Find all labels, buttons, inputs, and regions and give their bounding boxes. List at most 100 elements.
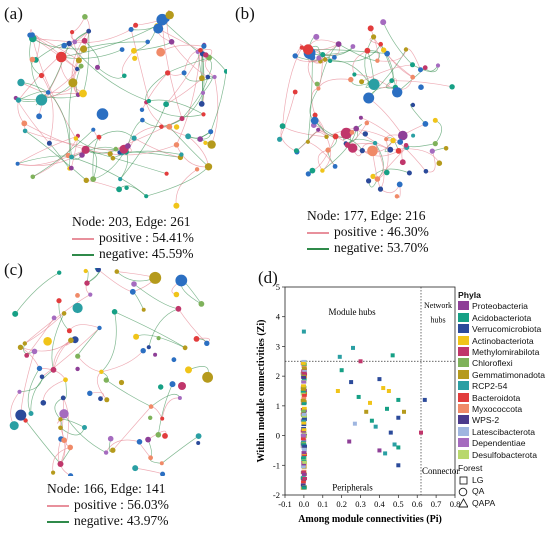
network-node — [96, 108, 109, 120]
network-node — [80, 45, 88, 53]
network-node — [72, 302, 83, 314]
network-node — [149, 271, 162, 284]
network-node — [29, 56, 36, 63]
network-node — [22, 128, 28, 134]
negative-edge-swatch — [47, 520, 69, 523]
network-node — [133, 333, 140, 340]
network-node — [316, 55, 322, 61]
network-node — [410, 62, 415, 68]
phyla-legend: Phyla Proteobacteria Acidobacteriota Verru… — [458, 290, 545, 509]
positive-edge — [282, 47, 303, 127]
network-node — [17, 344, 24, 350]
network-node — [387, 146, 394, 153]
node-edge-count: Node: 177, Edge: 216 — [307, 208, 426, 223]
negative-edge — [106, 379, 152, 407]
phyla-legend-item: Bacteroidota — [458, 392, 545, 404]
network-node — [350, 44, 356, 49]
positive-edge — [110, 144, 177, 156]
forest-label: QA — [472, 486, 485, 497]
network-node — [28, 411, 34, 416]
network-node — [443, 146, 449, 151]
data-point — [368, 400, 372, 405]
network-node — [119, 47, 125, 52]
positive-edge — [41, 327, 100, 378]
network-node — [299, 45, 305, 50]
network-node — [145, 436, 152, 443]
negative-edge — [97, 67, 125, 79]
positive-edge — [318, 78, 351, 89]
data-point — [301, 384, 306, 388]
network-node — [75, 293, 80, 298]
data-point — [301, 359, 307, 363]
positive-edge — [74, 29, 132, 43]
network-node — [68, 165, 74, 171]
phyla-legend-item: Verrucomicrobiota — [458, 324, 545, 335]
network-node — [69, 154, 74, 160]
negative-edge — [61, 49, 123, 59]
network-node — [340, 127, 352, 139]
data-point — [301, 364, 307, 368]
network-node — [124, 185, 129, 190]
phyla-legend-item: Myxococcota — [458, 404, 545, 415]
network-node — [125, 143, 131, 149]
network-node — [79, 89, 87, 98]
data-point — [383, 451, 388, 456]
network-node — [175, 305, 182, 312]
positive-edge — [361, 64, 413, 83]
negative-edge-swatch — [72, 253, 94, 256]
negative-edge — [161, 435, 199, 464]
network-node — [82, 425, 87, 430]
network-node — [432, 141, 438, 147]
phyla-legend-item: Latescibacterota — [458, 426, 545, 438]
negative-edge — [112, 150, 182, 159]
positive-edge — [145, 102, 189, 137]
network-node — [389, 78, 395, 84]
positive-edge — [18, 30, 89, 101]
network-node — [194, 167, 200, 172]
negative-edge — [54, 397, 64, 420]
forest-legend-item: QAPA — [458, 498, 545, 510]
data-point — [381, 386, 386, 391]
network-node — [173, 291, 180, 298]
x-tick-label: 0.0 — [299, 499, 310, 509]
network-node — [418, 67, 423, 73]
network-node — [67, 444, 73, 451]
y-tick-label: 0 — [276, 431, 280, 441]
network-node — [364, 47, 371, 54]
negative-edge — [435, 120, 443, 144]
network-node — [159, 124, 164, 129]
x-tick-label: 0.8 — [450, 499, 460, 509]
network-node — [66, 328, 72, 334]
network-node — [377, 186, 384, 192]
network-node — [353, 125, 359, 132]
negative-edge — [43, 43, 70, 97]
positive-edge — [204, 57, 215, 78]
network-node — [81, 37, 88, 44]
data-point — [364, 409, 369, 414]
network-node — [397, 139, 404, 145]
network-node — [181, 70, 187, 76]
negative-edge — [60, 418, 85, 428]
data-point — [302, 370, 308, 374]
data-point — [352, 421, 357, 426]
data-point — [402, 409, 406, 414]
data-point — [301, 428, 307, 432]
network-node — [75, 353, 81, 359]
y-tick-label: 2 — [276, 371, 280, 381]
negative-edge — [61, 25, 157, 58]
network-node — [45, 90, 51, 95]
node-edge-count: Node: 203, Edge: 261 — [72, 214, 191, 229]
network-node — [316, 127, 321, 132]
network-node — [173, 202, 180, 209]
positive-edge — [17, 135, 79, 164]
network-node — [312, 112, 318, 118]
negative-edge — [382, 21, 413, 66]
phylum-swatch — [458, 449, 469, 459]
data-point — [396, 397, 401, 402]
phyla-legend-item: Chloroflexi — [458, 358, 545, 369]
data-point — [300, 437, 306, 441]
positive-percent: positive : 46.30% — [334, 224, 429, 239]
negative-edge — [372, 168, 410, 177]
phylum-label: Bacteroidota — [472, 392, 521, 403]
network-node — [359, 79, 365, 85]
